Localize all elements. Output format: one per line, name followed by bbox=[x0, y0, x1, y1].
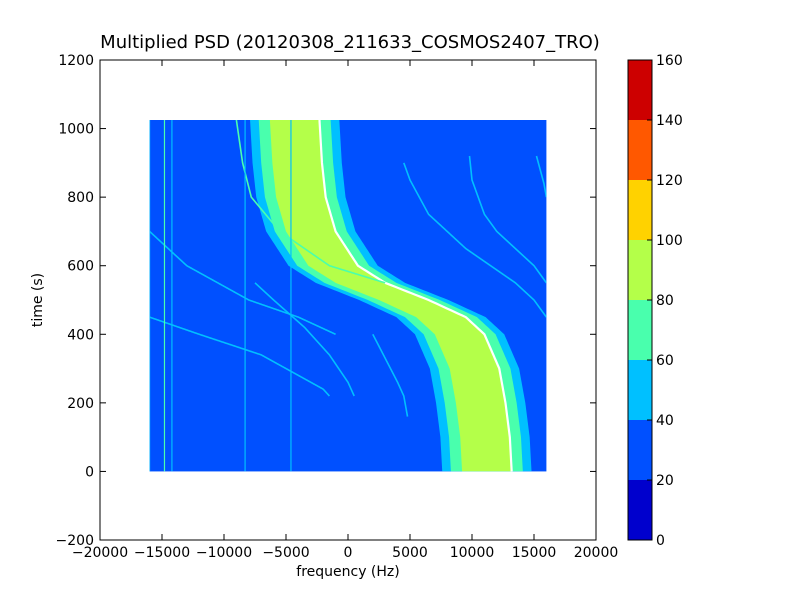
y-axis-label: time (s) bbox=[30, 273, 46, 327]
x-tick-label: 20000 bbox=[574, 545, 619, 561]
side-trace-0 bbox=[235, 120, 386, 284]
colorbar-level-0 bbox=[628, 480, 652, 540]
y-tick-label: 1000 bbox=[58, 122, 94, 138]
colorbar-tick-label: 120 bbox=[656, 173, 683, 189]
y-tick-label: 200 bbox=[67, 396, 94, 412]
colorbar-tick-label: 160 bbox=[656, 53, 683, 69]
y-axis: −200 0 200 400 600 800 1000 1200 bbox=[56, 53, 596, 549]
x-tick-label: −15000 bbox=[134, 545, 190, 561]
y-tick-label: 0 bbox=[85, 464, 94, 480]
colorbar-tick-label: 100 bbox=[656, 233, 683, 249]
side-trace-1 bbox=[149, 230, 336, 336]
x-axis-label: frequency (Hz) bbox=[296, 564, 399, 580]
side-trace-4 bbox=[403, 162, 547, 318]
main-signal-peak bbox=[318, 120, 513, 472]
colorbar-tick-label: 40 bbox=[656, 413, 674, 429]
x-tick-label: 10000 bbox=[450, 545, 495, 561]
chart-title: Multiplied PSD (20120308_211633_COSMOS24… bbox=[100, 32, 600, 53]
side-trace-5 bbox=[468, 155, 547, 284]
colorbar-level-6 bbox=[628, 120, 652, 180]
colorbar-tick-label: 140 bbox=[656, 113, 683, 129]
colorbar-level-5 bbox=[628, 180, 652, 240]
x-tick-label: −5000 bbox=[262, 545, 309, 561]
x-axis: −20000 −15000 −10000 −5000 0 5000 10000 15000 20… bbox=[72, 60, 618, 561]
colorbar-level-2 bbox=[628, 360, 652, 420]
colorbar-tick-label: 80 bbox=[656, 293, 674, 309]
heatmap-signals bbox=[149, 120, 547, 472]
colorbar-level-4 bbox=[628, 240, 652, 300]
colorbar-tick-label: 20 bbox=[656, 473, 674, 489]
side-trace-7 bbox=[535, 155, 547, 198]
colorbar-tick-label: 60 bbox=[656, 353, 674, 369]
y-tick-label: −200 bbox=[56, 533, 94, 549]
side-trace-2 bbox=[254, 282, 355, 397]
colorbar-tick-label: 0 bbox=[656, 533, 665, 549]
colorbar: 0 20 40 60 80 100 120 140 160 bbox=[627, 53, 683, 549]
side-trace-6 bbox=[372, 333, 409, 418]
x-tick-label: 15000 bbox=[512, 545, 557, 561]
x-tick-label: −10000 bbox=[196, 545, 252, 561]
y-tick-label: 600 bbox=[67, 259, 94, 275]
y-tick-label: 800 bbox=[67, 190, 94, 206]
x-tick-label: −20000 bbox=[72, 545, 128, 561]
colorbar-level-1 bbox=[628, 420, 652, 480]
colorbar-level-7 bbox=[628, 60, 652, 120]
x-tick-label: 0 bbox=[344, 545, 353, 561]
heatmap bbox=[149, 120, 547, 472]
y-tick-label: 400 bbox=[67, 327, 94, 343]
side-trace-3 bbox=[149, 316, 331, 397]
colorbar-level-3 bbox=[628, 300, 652, 360]
main-signal-band-2 bbox=[269, 120, 512, 472]
x-tick-label: 5000 bbox=[392, 545, 428, 561]
plot-area: −20000 −15000 −10000 −5000 0 5000 10000 15000 20… bbox=[56, 53, 619, 561]
y-tick-label: 1200 bbox=[58, 53, 94, 69]
